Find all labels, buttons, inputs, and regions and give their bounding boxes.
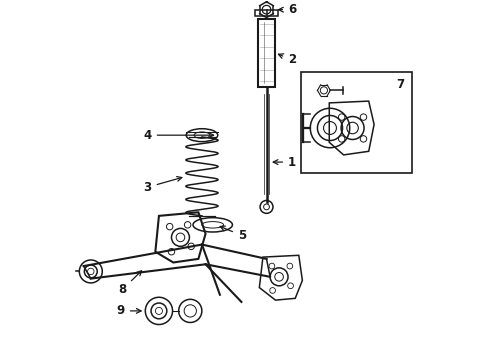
Text: 7: 7 [396,78,405,91]
Text: 1: 1 [273,156,296,168]
Text: 4: 4 [144,129,214,142]
Bar [255,10,278,16]
Bar [258,19,274,87]
Text: 2: 2 [278,53,296,66]
Text: 5: 5 [220,226,246,242]
Text: 8: 8 [119,271,142,296]
Text: 9: 9 [117,305,141,318]
Bar [300,72,412,173]
Text: 3: 3 [144,176,182,194]
Text: 6: 6 [279,3,296,16]
